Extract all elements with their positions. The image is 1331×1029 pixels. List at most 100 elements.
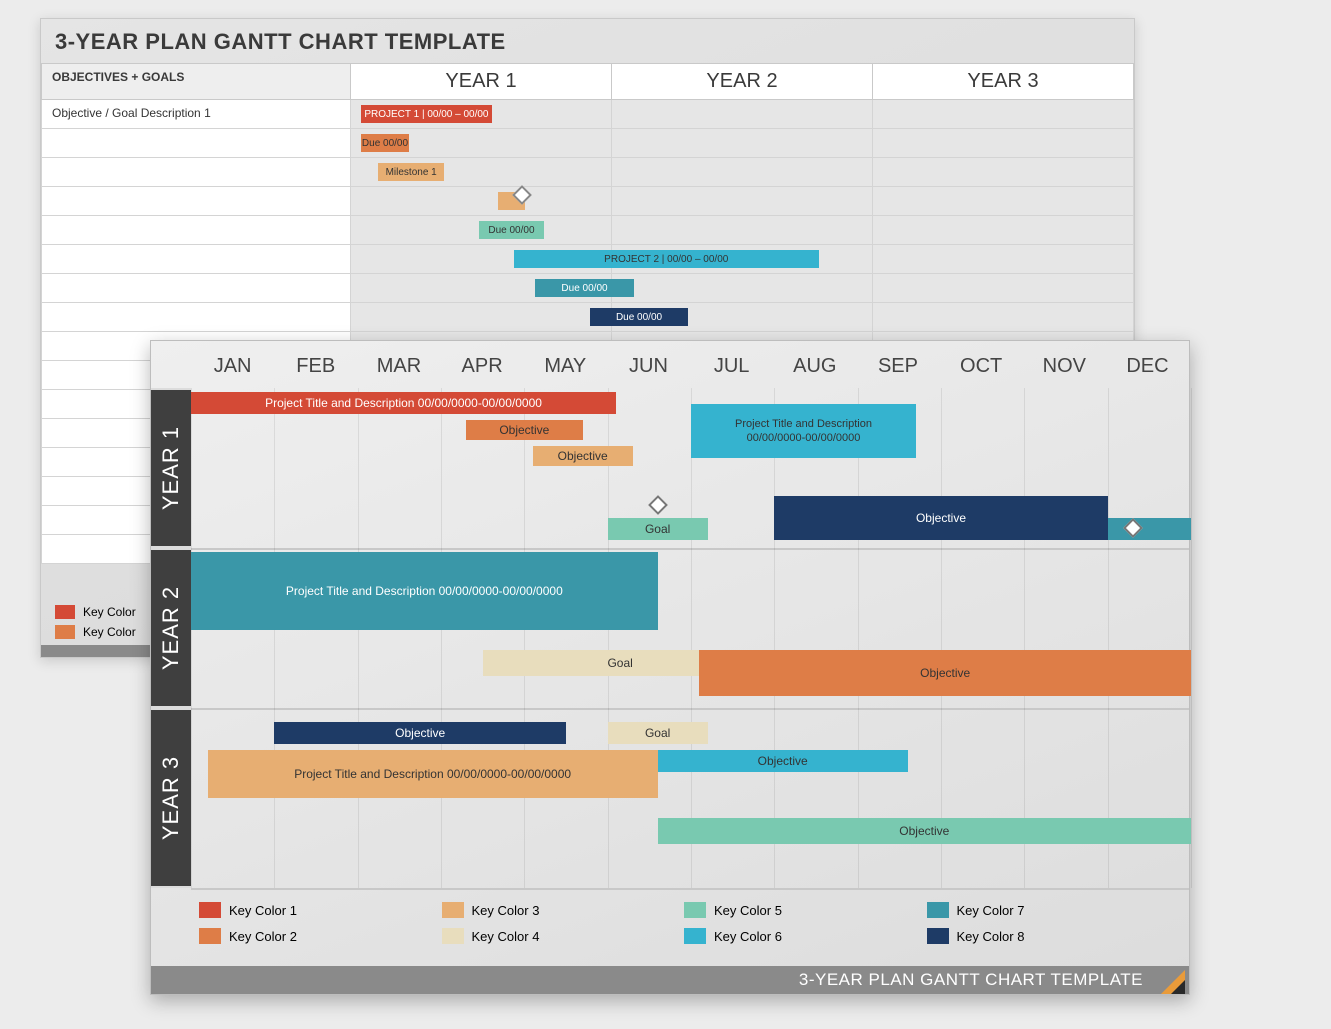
legend-label: Key Color 8 (957, 929, 1025, 944)
year-divider (191, 888, 1189, 890)
gantt-bar: Objective (699, 650, 1191, 696)
objective-cell: Objective / Goal Description 1 (41, 100, 351, 129)
month-gridline (441, 388, 442, 888)
gantt-bar: PROJECT 2 | 00/00 – 00/00 (514, 250, 819, 268)
gantt-bar: Objective (658, 818, 1191, 844)
back-legend: Key Color Key Color (55, 605, 136, 645)
objectives-header: OBJECTIVES + GOALS (41, 63, 351, 100)
objective-cell (41, 158, 351, 187)
year-ribbon: YEAR 2 (151, 548, 191, 708)
month-label: DEC (1106, 341, 1189, 388)
legend-item: Key Color (55, 625, 136, 639)
legend-label: Key Color 4 (472, 929, 540, 944)
month-label: JUN (607, 341, 690, 388)
front-body: YEAR 1YEAR 2YEAR 3Project Title and Desc… (191, 388, 1189, 888)
legend-item: Key Color 8 (927, 928, 1170, 944)
month-gridline (858, 388, 859, 888)
month-gridline (691, 388, 692, 888)
legend-item: Key Color 1 (199, 902, 442, 918)
month-gridline (774, 388, 775, 888)
legend-label: Key Color 7 (957, 903, 1025, 918)
legend-label: Key Color 1 (229, 903, 297, 918)
legend-swatch (199, 928, 221, 944)
gantt-bar (1108, 518, 1191, 540)
month-gridline (524, 388, 525, 888)
month-label: FEB (274, 341, 357, 388)
year-label: YEAR 3 (158, 756, 184, 840)
gantt-bar: Goal (608, 722, 708, 744)
gantt-bar: Objective (533, 446, 633, 466)
legend-item: Key Color 7 (927, 902, 1170, 918)
legend-swatch (684, 902, 706, 918)
legend-label: Key Color 6 (714, 929, 782, 944)
legend-item: Key Color 3 (442, 902, 685, 918)
month-label: JUL (690, 341, 773, 388)
legend-item: Key Color 4 (442, 928, 685, 944)
objective-cell (41, 303, 351, 332)
month-gridline (274, 388, 275, 888)
front-gantt-chart: JANFEBMARAPRMAYJUNJULAUGSEPOCTNOVDEC YEA… (150, 340, 1190, 995)
year2-header: YEAR 2 (612, 63, 873, 100)
month-gridline (941, 388, 942, 888)
month-gridline (191, 388, 192, 888)
legend-swatch (927, 928, 949, 944)
year-label: YEAR 1 (158, 426, 184, 510)
gantt-bar: PROJECT 1 | 00/00 – 00/00 (361, 105, 492, 123)
legend-swatch (442, 928, 464, 944)
legend-label: Key Color (83, 625, 136, 639)
month-gridline (1024, 388, 1025, 888)
year-divider (191, 708, 1189, 710)
year-ribbon: YEAR 3 (151, 708, 191, 888)
objective-cell (41, 216, 351, 245)
year1-header: YEAR 1 (351, 63, 612, 100)
back-header-row: OBJECTIVES + GOALS YEAR 1 YEAR 2 YEAR 3 (41, 63, 1134, 100)
legend-swatch (55, 605, 75, 619)
legend-swatch (199, 902, 221, 918)
legend-swatch (442, 902, 464, 918)
milestone-diamond-icon (648, 495, 668, 515)
gantt-bar: Due 00/00 (535, 279, 633, 297)
year3-header: YEAR 3 (873, 63, 1134, 100)
legend-item: Key Color (55, 605, 136, 619)
gantt-bar: Project Title and Description00/00/0000-… (691, 404, 916, 458)
month-gridline (1191, 388, 1192, 888)
front-footer: 3-YEAR PLAN GANTT CHART TEMPLATE (151, 966, 1189, 994)
legend-label: Key Color 2 (229, 929, 297, 944)
month-label: APR (441, 341, 524, 388)
year-label: YEAR 2 (158, 586, 184, 670)
gantt-bar: Objective (274, 722, 566, 744)
objective-cell (41, 274, 351, 303)
year-divider (191, 548, 1189, 550)
month-gridline (358, 388, 359, 888)
legend-swatch (55, 625, 75, 639)
gantt-bar: Objective (466, 420, 583, 440)
gantt-bar: Project Title and Description 00/00/0000… (191, 552, 658, 630)
year-ribbon: YEAR 1 (151, 388, 191, 548)
objective-cell (41, 129, 351, 158)
month-label: MAY (524, 341, 607, 388)
gantt-bar: Due 00/00 (590, 308, 688, 326)
objective-cell (41, 245, 351, 274)
objective-cell (41, 187, 351, 216)
gantt-bar: Goal (608, 518, 708, 540)
legend-swatch (927, 902, 949, 918)
legend-label: Key Color (83, 605, 136, 619)
month-label: AUG (773, 341, 856, 388)
gantt-bar: Project Title and Description 00/00/0000… (208, 750, 658, 798)
gantt-bar: Milestone 1 (378, 163, 443, 181)
legend-label: Key Color 3 (472, 903, 540, 918)
month-header: JANFEBMARAPRMAYJUNJULAUGSEPOCTNOVDEC (191, 341, 1189, 388)
gantt-bar: Project Title and Description 00/00/0000… (191, 392, 616, 414)
gantt-bar: Due 00/00 (361, 134, 409, 152)
legend-item: Key Color 6 (684, 928, 927, 944)
legend-label: Key Color 5 (714, 903, 782, 918)
month-label: MAR (357, 341, 440, 388)
legend-swatch (684, 928, 706, 944)
legend-item: Key Color 5 (684, 902, 927, 918)
month-gridline (1108, 388, 1109, 888)
gantt-bar: Objective (658, 750, 908, 772)
back-title: 3-YEAR PLAN GANTT CHART TEMPLATE (41, 19, 1134, 63)
gantt-bar: Objective (774, 496, 1107, 540)
legend-item: Key Color 2 (199, 928, 442, 944)
month-label: SEP (856, 341, 939, 388)
